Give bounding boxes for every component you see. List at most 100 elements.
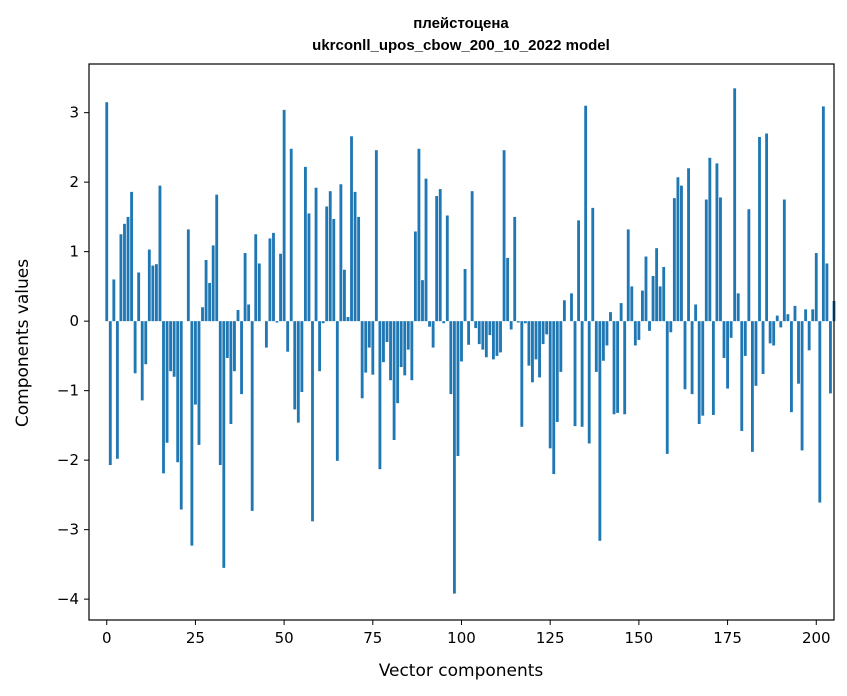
bar-135 (584, 105, 588, 322)
bar-184 (758, 136, 761, 322)
bar-112 (502, 150, 506, 322)
bar-188 (772, 321, 776, 346)
y-tick-label: −3 (57, 521, 79, 539)
bar-175 (726, 321, 729, 389)
bar-27 (201, 307, 204, 322)
bar-138 (594, 321, 598, 372)
bar-84 (403, 321, 407, 376)
bar-172 (715, 163, 719, 322)
y-axis-label: Components values (13, 259, 33, 427)
bar-100 (460, 321, 463, 362)
bar-194 (793, 305, 797, 322)
bar-113 (506, 257, 510, 322)
bar-55 (300, 321, 304, 393)
y-tick-label: 1 (69, 243, 79, 261)
bar-95 (442, 321, 446, 324)
bar-153 (648, 321, 651, 331)
bar-94 (438, 189, 442, 322)
bar-161 (676, 177, 680, 322)
x-tick-label: 200 (802, 629, 831, 647)
bar-119 (527, 321, 531, 366)
bar-38 (240, 321, 243, 395)
bar-19 (172, 321, 176, 377)
y-tick-label: −1 (57, 382, 79, 400)
bars-group (105, 88, 836, 594)
bar-8 (133, 321, 137, 374)
bar-87 (413, 231, 417, 322)
bar-104 (474, 321, 478, 329)
bar-202 (821, 106, 825, 322)
bar-14 (154, 264, 158, 322)
bar-168 (701, 321, 705, 416)
bar-182 (750, 321, 754, 452)
bar-118 (523, 321, 527, 324)
bar-152 (644, 256, 648, 322)
bar-33 (222, 321, 226, 568)
bar-71 (357, 216, 361, 322)
bar-150 (637, 321, 641, 340)
bar-18 (169, 321, 173, 372)
bar-56 (303, 166, 307, 322)
bar-82 (396, 321, 400, 404)
bar-192 (786, 314, 790, 322)
bar-1 (108, 321, 112, 466)
bar-86 (410, 321, 414, 381)
bar-59 (314, 187, 318, 322)
bar-60 (318, 321, 322, 372)
bar-61 (321, 321, 325, 324)
bar-103 (470, 191, 474, 322)
bar-96 (445, 215, 449, 322)
bar-32 (218, 321, 222, 466)
bar-78 (382, 321, 385, 363)
y-tick-label: −2 (57, 451, 79, 469)
bar-30 (211, 245, 215, 322)
bar-90 (424, 178, 428, 322)
bar-48 (275, 321, 279, 323)
bar-171 (711, 321, 715, 415)
bar-154 (651, 275, 655, 322)
bar-45 (264, 321, 268, 348)
bar-139 (598, 321, 602, 541)
bar-102 (467, 321, 471, 345)
bar-186 (765, 133, 769, 322)
bar-101 (463, 269, 467, 322)
x-tick-label: 150 (625, 629, 654, 647)
bar-3 (115, 321, 119, 459)
bar-117 (520, 321, 524, 427)
bar-179 (740, 321, 744, 431)
bar-69 (350, 136, 353, 322)
bar-137 (591, 207, 595, 322)
bar-189 (775, 315, 779, 322)
bar-89 (421, 280, 424, 322)
bar-107 (484, 321, 488, 358)
bar-122 (538, 321, 541, 378)
bar-0 (105, 102, 109, 322)
bar-143 (612, 321, 616, 415)
bar-20 (176, 321, 180, 463)
bar-50 (282, 109, 286, 322)
bar-42 (254, 234, 258, 322)
y-tick-label: 3 (69, 104, 79, 122)
bar-80 (389, 321, 392, 381)
bar-7 (130, 191, 133, 322)
bar-37 (236, 310, 240, 322)
bar-121 (534, 321, 538, 360)
bar-36 (233, 321, 236, 372)
bar-67 (343, 269, 346, 322)
x-axis-ticks: 0 25 50 75 100 125 150 175 200 (102, 620, 831, 647)
bar-157 (662, 266, 666, 322)
bar-156 (658, 286, 662, 322)
bar-35 (229, 321, 233, 425)
bar-111 (499, 321, 502, 353)
chart-title-line-2: ukrconll_upos_cbow_200_10_2022 model (312, 37, 610, 54)
bar-110 (495, 321, 499, 356)
bar-136 (587, 321, 591, 444)
x-tick-label: 100 (447, 629, 476, 647)
bar-72 (360, 321, 364, 399)
bar-178 (736, 293, 740, 322)
bar-133 (577, 220, 580, 322)
bar-164 (687, 168, 690, 322)
bar-116 (516, 321, 520, 323)
bar-166 (694, 304, 698, 322)
